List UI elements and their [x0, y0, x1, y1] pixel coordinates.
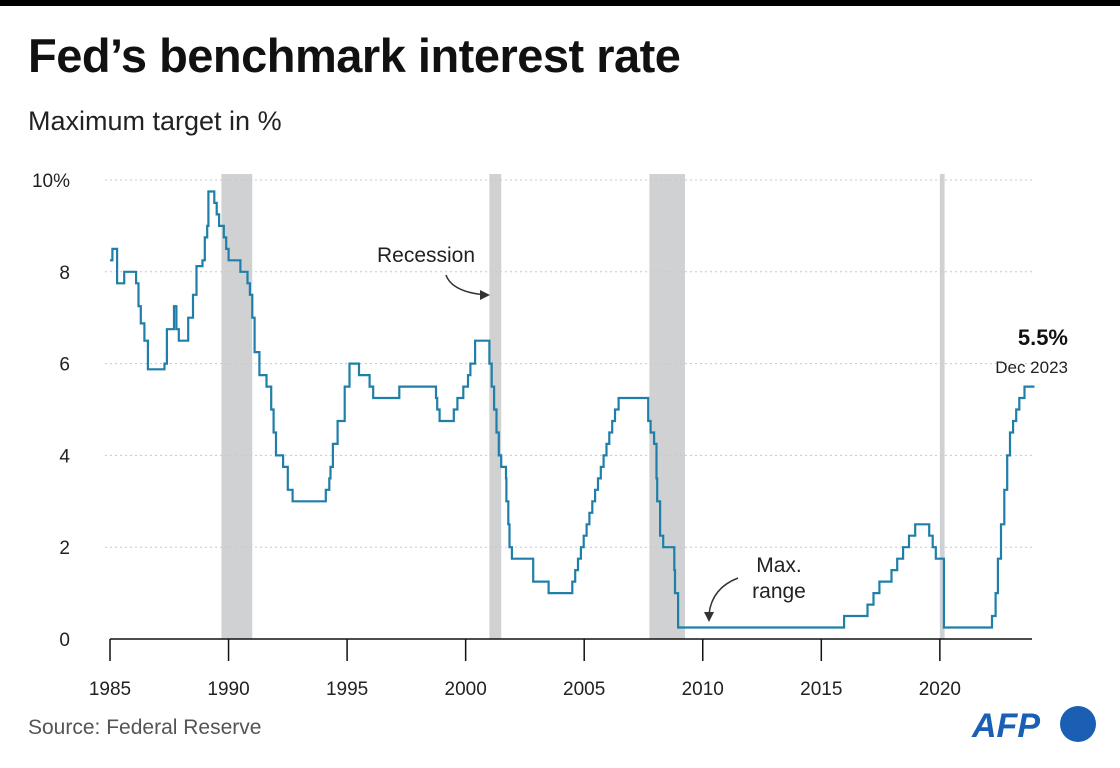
- last-date-label: Dec 2023: [995, 358, 1068, 377]
- max-range-annotation-line1: Max.: [756, 554, 802, 577]
- x-tick-label: 1990: [207, 679, 249, 700]
- recession-annotation: Recession: [377, 244, 475, 267]
- afp-logo-circle: [1060, 706, 1096, 742]
- chart-title: Fed’s benchmark interest rate: [28, 29, 681, 82]
- x-tick-label: 2020: [919, 679, 961, 700]
- last-value-label: 5.5%: [1018, 325, 1068, 350]
- recession-band: [649, 174, 685, 639]
- x-tick-label: 2005: [563, 679, 605, 700]
- max-range-arrowhead: [704, 612, 714, 622]
- x-tick-label: 1985: [89, 679, 131, 700]
- source-note: Source: Federal Reserve: [28, 716, 262, 739]
- recession-band: [221, 174, 253, 639]
- afp-logo: AFP: [968, 702, 1098, 746]
- y-tick-label: 0: [59, 630, 70, 651]
- y-tick-label: 4: [59, 446, 70, 467]
- max-range-annotation-line2: range: [752, 580, 806, 603]
- afp-logo-text: AFP: [971, 707, 1040, 745]
- top-rule: [0, 0, 1120, 6]
- x-tick-label: 1995: [326, 679, 368, 700]
- recession-band: [939, 174, 945, 639]
- y-tick-label: 8: [59, 263, 70, 284]
- y-tick-label: 6: [59, 355, 70, 376]
- recession-band: [489, 174, 502, 639]
- max-range-arrow: [708, 577, 739, 615]
- y-tick-label: 10%: [32, 171, 70, 192]
- series-line: [110, 190, 1035, 629]
- recession-arrowhead: [480, 290, 490, 300]
- chart-subtitle: Maximum target in %: [28, 106, 282, 136]
- x-tick-label: 2015: [800, 679, 842, 700]
- x-tick-label: 2010: [682, 679, 724, 700]
- y-tick-label: 2: [59, 538, 70, 559]
- x-tick-label: 2000: [445, 679, 487, 700]
